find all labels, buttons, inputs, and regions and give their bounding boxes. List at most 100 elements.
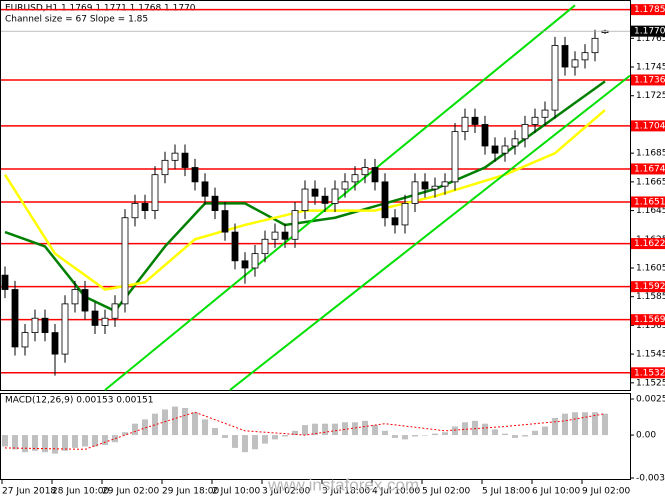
macd-bar: [532, 430, 538, 436]
candle-body: [121, 217, 129, 305]
macd-bar: [412, 435, 418, 437]
x-tick-label: 29 Jun 18:00: [162, 487, 219, 497]
candle-body: [421, 181, 429, 190]
y-tick-label: 1.1765: [636, 34, 665, 44]
candle-body: [501, 145, 509, 154]
candle-body: [11, 289, 19, 348]
macd-bar: [592, 412, 598, 436]
macd-bar: [122, 432, 128, 436]
candle-body: [191, 167, 199, 183]
chart-subtitle: Channel size = 67 Slope = 1.85: [5, 15, 148, 25]
macd-bar: [152, 413, 158, 436]
candle-body: [211, 195, 219, 211]
candle-body: [271, 231, 279, 240]
candle-body: [61, 303, 69, 355]
level-tag: [631, 163, 665, 175]
level-tag: [631, 74, 665, 86]
macd-bar: [272, 435, 278, 440]
level-label: 1.1674: [634, 164, 665, 174]
level-tag: [631, 4, 665, 16]
macd-bar: [42, 435, 48, 453]
main-frame: [0, 0, 631, 391]
candle-body: [1, 274, 9, 290]
candle-body: [21, 332, 29, 348]
candle-body: [91, 310, 99, 326]
signal-line: [4, 411, 606, 450]
macd-bar: [192, 412, 198, 436]
y-tick-label: -0.00301: [636, 474, 665, 484]
macd-bar: [112, 435, 118, 443]
candle-body: [461, 116, 469, 133]
level-label: 1.1736: [634, 75, 665, 85]
y-tick-label: 1.1645: [636, 206, 665, 216]
candle-body: [111, 303, 119, 319]
macd-bar: [92, 435, 98, 447]
macd-bar: [332, 423, 338, 436]
x-tick-label: 27 Jun 2018: [2, 487, 56, 497]
macd-bar: [312, 423, 318, 436]
candle-body: [41, 317, 49, 333]
candle-body: [551, 45, 559, 111]
macd-bar: [462, 422, 468, 436]
macd-bar: [372, 425, 378, 436]
macd-bar: [432, 433, 438, 436]
current-price-label: 1.1770: [634, 27, 665, 37]
candle-body: [171, 152, 179, 161]
indicator-line: [229, 74, 631, 391]
macd-bar: [282, 435, 288, 437]
candle-body: [141, 202, 149, 211]
macd-bar: [402, 435, 408, 440]
level-label: 1.1704: [634, 121, 665, 131]
macd-bar: [452, 426, 458, 436]
level-label: 1.1651: [634, 197, 665, 207]
macd-bar: [52, 435, 58, 454]
macd-title: MACD(12,26,9) 0.00153 0.00151: [5, 396, 154, 406]
macd-bar: [202, 419, 208, 436]
x-tick-label: 4 Jul 10:00: [372, 487, 421, 497]
candle-body: [221, 210, 229, 233]
macd-bar: [352, 422, 358, 436]
candle-body: [231, 231, 239, 262]
candle-body: [331, 188, 339, 204]
macd-bar: [392, 435, 398, 438]
macd-bar: [262, 435, 268, 444]
y-tick-label: 1.1565: [636, 321, 665, 331]
macd-bar: [562, 413, 568, 436]
candle-body: [281, 231, 289, 240]
macd-bar: [492, 429, 498, 436]
level-label: 1.1569: [634, 315, 665, 325]
y-tick-label: 1.1665: [636, 177, 665, 187]
macd-bar: [212, 427, 218, 436]
y-tick-label: 1.1725: [636, 91, 665, 101]
macd-frame: [0, 393, 631, 480]
candle-body: [181, 152, 189, 168]
candle-body: [291, 210, 299, 240]
candle-body: [581, 52, 589, 61]
macd-bar: [322, 423, 328, 436]
macd-bar: [552, 417, 558, 436]
level-label: 1.1592: [634, 282, 665, 292]
candle-body: [441, 181, 449, 187]
macd-bar: [232, 435, 238, 448]
macd-bar: [502, 433, 508, 436]
macd-bar: [542, 426, 548, 436]
candle-body: [511, 138, 519, 147]
level-label: 1.1532: [634, 368, 665, 378]
candle-body: [361, 167, 369, 176]
x-tick-label: 2 Jul 10:00: [212, 487, 261, 497]
candle-body: [251, 253, 259, 269]
current-price-tag: [631, 25, 665, 37]
candle-body: [51, 332, 59, 355]
y-tick-label: 0.00: [636, 431, 656, 441]
macd-bar: [32, 435, 38, 451]
macd-bar: [602, 413, 608, 436]
watermark: www.instaforex.com: [267, 475, 419, 494]
candle-body: [451, 131, 459, 183]
x-tick-label: 5 Jul 18:00: [482, 487, 531, 497]
macd-bar: [2, 435, 8, 447]
level-tag: [631, 196, 665, 208]
macd-bar: [172, 406, 178, 436]
indicator-line: [104, 4, 576, 391]
candle-body: [381, 181, 389, 219]
candle-body: [311, 188, 319, 197]
